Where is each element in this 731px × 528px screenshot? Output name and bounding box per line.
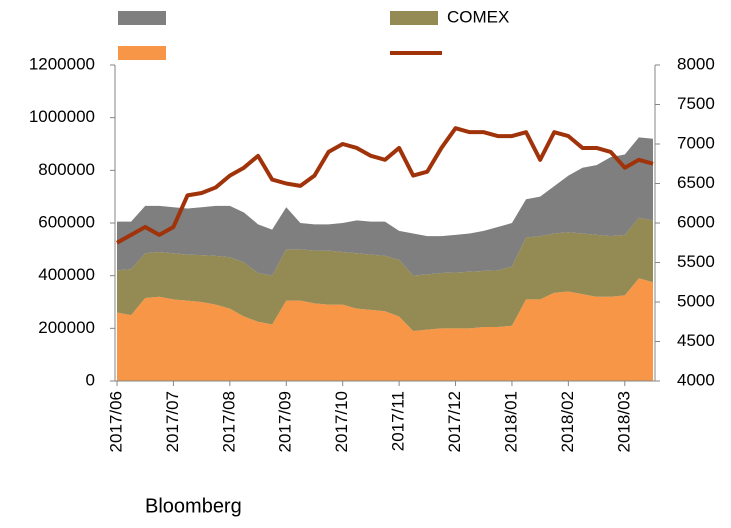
area-series [117, 217, 653, 331]
y-tick-label: 1200000 [29, 54, 95, 73]
y-tick-label: 200000 [38, 318, 95, 337]
x-tick-label: 2017/10 [332, 391, 351, 452]
x-tick-label: 2017/11 [389, 391, 408, 451]
y-tick-label: 400000 [38, 265, 95, 284]
area-series [117, 137, 653, 276]
y2-tick-label: 4500 [677, 331, 715, 350]
x-tick-label: 2017/08 [219, 391, 238, 452]
y2-tick-label: 6000 [677, 212, 715, 231]
y2-tick-label: 7500 [677, 94, 715, 113]
y2-tick-label: 8000 [677, 54, 715, 73]
x-tick-label: 2017/12 [445, 391, 464, 452]
legend-swatch [118, 11, 166, 25]
y2-tick-label: 4000 [677, 370, 715, 389]
y2-tick-label: 6500 [677, 173, 715, 192]
y2-tick-label: 7000 [677, 133, 715, 152]
y-tick-label: 0 [86, 370, 95, 389]
x-tick-label: 2018/01 [501, 391, 520, 452]
x-tick-label: 2017/06 [106, 391, 125, 452]
line-series [116, 126, 654, 245]
x-tick-label: 2017/09 [276, 391, 295, 452]
area-series [117, 278, 653, 381]
y2-tick-label: 5000 [677, 291, 715, 310]
legend-swatch [390, 11, 438, 25]
legend-label: COMEX [447, 7, 509, 26]
y2-tick-label: 5500 [677, 252, 715, 271]
y-tick-label: 800000 [38, 160, 95, 179]
x-tick-label: 2017/07 [163, 391, 182, 452]
source-note: Bloomberg [145, 495, 242, 517]
y-tick-label: 600000 [38, 212, 95, 231]
x-tick-label: 2018/02 [558, 391, 577, 452]
legend-swatch [118, 46, 166, 60]
y-tick-label: 1000000 [29, 107, 95, 126]
x-tick-label: 2018/03 [614, 391, 633, 452]
